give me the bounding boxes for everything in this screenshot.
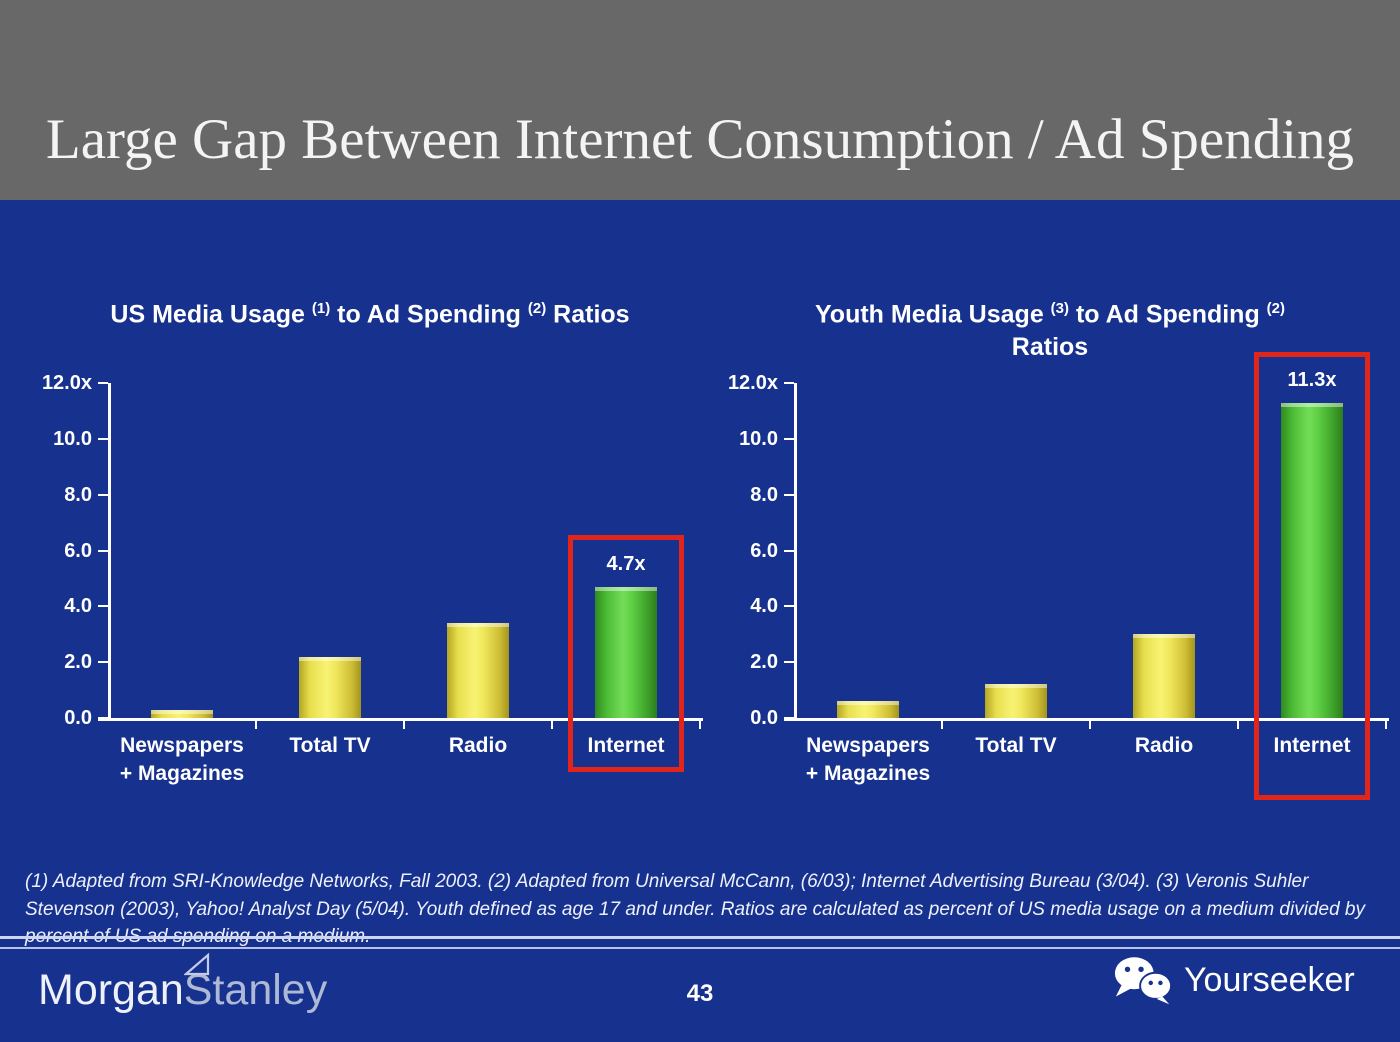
category-label-radio: Radio: [1074, 732, 1254, 760]
brand-morgan: Morgan: [38, 966, 184, 1014]
category-label-line: Radio: [1134, 734, 1194, 757]
y-tick-label: 0.0: [750, 707, 778, 729]
y-tick: [784, 717, 794, 719]
title-text: Ratios: [1011, 333, 1089, 362]
title-superscript: (3): [1050, 300, 1070, 317]
y-tick: [784, 549, 794, 552]
y-tick-label: 10.0: [53, 427, 92, 450]
wechat-icon: [1114, 957, 1173, 1005]
y-tick: [784, 605, 794, 608]
youth-media-chart-title: Youth Media Usage (3) to Ad Spending (2)…: [710, 292, 1390, 364]
y-tick: [784, 382, 794, 384]
yourseeker-watermark: Yourseeker: [1112, 954, 1355, 1006]
bar-radio: [447, 623, 509, 718]
category-label-line: + Magazines: [805, 762, 931, 785]
y-tick: [98, 437, 108, 440]
x-axis-line: [98, 718, 703, 721]
category-label-total-tv: Total TV: [926, 732, 1106, 760]
bar-newspapers-magazines: [837, 701, 899, 718]
y-tick: [98, 717, 108, 719]
title-text: Youth Media Usage: [814, 300, 1051, 329]
y-tick-label: 6.0: [750, 539, 778, 562]
x-tick: [403, 721, 405, 729]
category-label-line: Newspapers: [120, 734, 244, 757]
bar-value-label: 11.3x: [1287, 368, 1337, 391]
x-tick: [1089, 721, 1091, 729]
category-label-total-tv: Total TV: [240, 732, 420, 760]
y-tick: [98, 493, 108, 496]
highlight-rectangle: [1254, 352, 1370, 800]
category-label-line: Radio: [448, 734, 508, 757]
category-label-line: Newspapers: [806, 734, 930, 757]
x-tick: [699, 721, 701, 729]
y-tick-label: 8.0: [64, 483, 92, 506]
bar-total-tv: [985, 684, 1047, 718]
us-media-usage-chart: US Media Usage (1) to Ad Spending (2) Ra…: [30, 280, 710, 846]
category-label-internet: Internet: [1222, 732, 1400, 760]
bar-radio: [1133, 634, 1195, 718]
x-tick: [941, 721, 943, 729]
y-tick-label: 12.0x: [727, 372, 778, 394]
us-media-chart-title: US Media Usage (1) to Ad Spending (2) Ra…: [30, 292, 710, 331]
category-label-line: Total TV: [289, 734, 371, 757]
bar-internet: [1281, 403, 1343, 718]
category-label-line: Total TV: [975, 734, 1057, 757]
category-label-line: + Magazines: [119, 762, 245, 785]
category-label-newspapers-magazines: Newspapers + Magazines: [92, 732, 272, 788]
y-tick-label: 12.0x: [41, 372, 92, 394]
divider-rule: [0, 936, 1400, 949]
bar-internet: [595, 587, 657, 718]
x-tick: [1385, 721, 1387, 729]
highlight-rectangle: [568, 535, 684, 772]
y-tick-label: 4.0: [750, 595, 778, 618]
title-text: to Ad Spending: [330, 300, 528, 329]
category-label-line: Internet: [1273, 734, 1351, 757]
category-label-newspapers-magazines: Newspapers + Magazines: [778, 732, 958, 788]
x-tick: [551, 721, 553, 729]
title-superscript: (2): [1266, 300, 1286, 317]
y-tick: [784, 437, 794, 440]
x-tick: [1237, 721, 1239, 729]
title-text: Ratios: [546, 300, 630, 329]
y-tick: [98, 382, 108, 384]
slide-body: US Media Usage (1) to Ad Spending (2) Ra…: [0, 200, 1400, 1042]
y-tick: [98, 605, 108, 608]
category-label-line: Internet: [587, 734, 665, 757]
y-tick: [98, 661, 108, 664]
slide-header: Large Gap Between Internet Consumption /…: [0, 0, 1400, 200]
slide-title: Large Gap Between Internet Consumption /…: [45, 108, 1355, 171]
title-text: to Ad Spending: [1069, 300, 1267, 329]
y-tick-label: 10.0: [739, 427, 778, 450]
youth-media-usage-chart: Youth Media Usage (3) to Ad Spending (2)…: [710, 280, 1390, 846]
y-tick-label: 8.0: [750, 483, 778, 506]
watermark-text: Yourseeker: [1184, 960, 1355, 999]
y-tick: [784, 493, 794, 496]
title-text: US Media Usage: [110, 300, 312, 329]
y-axis-line: [794, 383, 797, 718]
x-tick: [255, 721, 257, 729]
category-label-internet: Internet: [536, 732, 716, 760]
triangle-logo-mark-icon: [184, 952, 210, 976]
y-tick-label: 2.0: [750, 651, 778, 674]
page-number: 43: [686, 980, 714, 1007]
x-axis-line: [784, 718, 1389, 721]
category-label-radio: Radio: [388, 732, 568, 760]
y-axis-line: [108, 383, 111, 718]
bar-value-label: 4.7x: [606, 552, 646, 575]
bar-newspapers-magazines: [151, 710, 213, 718]
y-tick-label: 6.0: [64, 539, 92, 562]
y-tick: [784, 661, 794, 664]
y-tick-label: 0.0: [64, 707, 92, 729]
y-tick-label: 4.0: [64, 595, 92, 618]
bar-total-tv: [299, 657, 361, 718]
title-superscript: (2): [527, 300, 547, 317]
y-tick-label: 2.0: [64, 651, 92, 674]
y-tick: [98, 549, 108, 552]
title-superscript: (1): [311, 300, 331, 317]
morgan-stanley-logo: Morgan Stanley: [38, 952, 327, 1020]
